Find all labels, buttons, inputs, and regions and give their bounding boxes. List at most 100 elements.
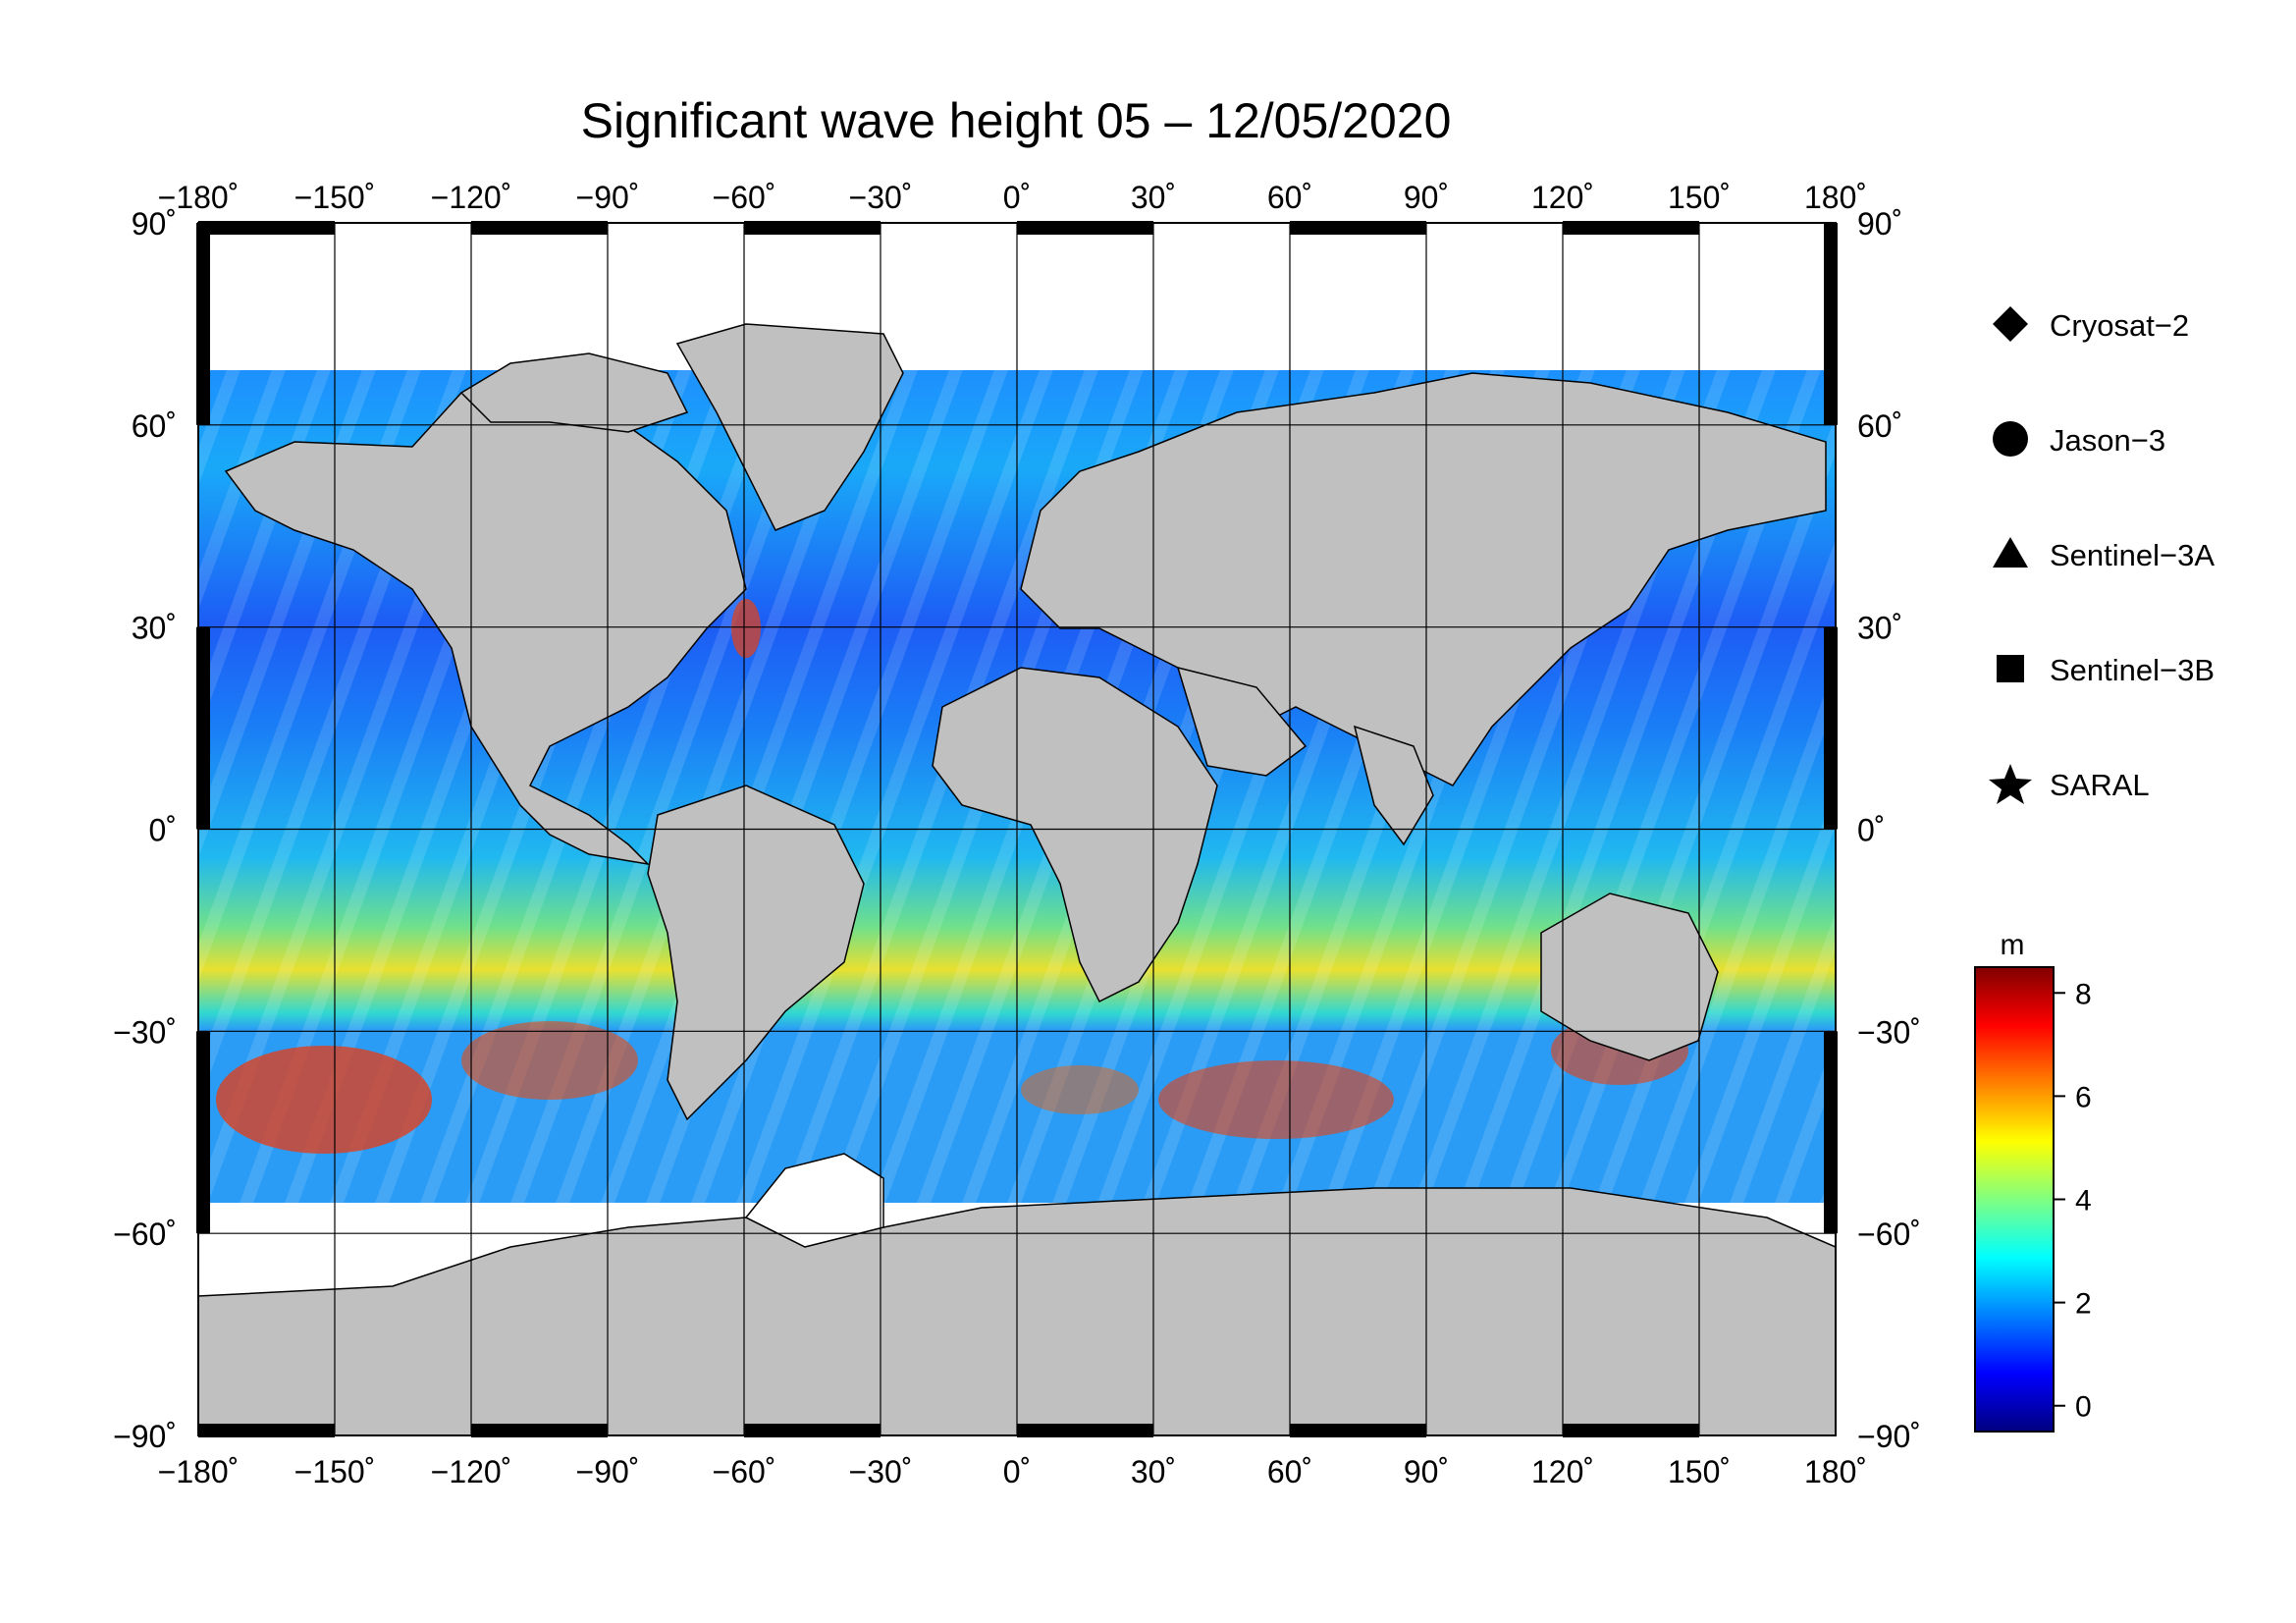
lon-tick-label: 90˚ [1404, 1454, 1449, 1489]
frame-bar [1563, 221, 1699, 235]
lat-tick-label: 30˚ [132, 611, 177, 646]
colorbar-unit: m [2001, 929, 2025, 961]
lon-tick-label: −120˚ [431, 1454, 512, 1489]
lat-tick-label: 60˚ [132, 408, 177, 444]
satellite-legend: Cryosat−2 Jason−3 Sentinel−3A Sentinel−3… [1989, 306, 2215, 804]
frame-bar [198, 221, 335, 235]
arabia-land [1176, 666, 1308, 777]
latitude-ticks-left: 90˚ 60˚ 30˚ 0˚ −30˚ −60˚ −90˚ [113, 206, 177, 1454]
lon-tick-label: −60˚ [713, 1454, 776, 1489]
legend-item: Sentinel−3B [1997, 653, 2215, 687]
lon-tick-label: 0˚ [1003, 1454, 1031, 1489]
greenland-land [675, 323, 904, 531]
legend-item: Sentinel−3A [1993, 537, 2215, 572]
legend-item: Cryosat−2 [1993, 306, 2189, 343]
legend-item: Jason−3 [1993, 421, 2165, 458]
lon-tick-label: −150˚ [294, 180, 376, 215]
legend-label: SARAL [2050, 768, 2150, 802]
lon-tick-label: 30˚ [1131, 1454, 1176, 1489]
colorbar-tick-label: 4 [2075, 1185, 2092, 1217]
chart-title: Significant wave height 05 – 12/05/2020 [581, 93, 1452, 148]
lon-tick-label: −60˚ [713, 180, 776, 215]
south-america-land [647, 784, 865, 1121]
colorbar-tick-label: 0 [2075, 1391, 2092, 1424]
colorbar-tick-label: 6 [2075, 1081, 2092, 1113]
lon-tick-label: −30˚ [849, 180, 913, 215]
legend-label: Cryosat−2 [2050, 308, 2189, 343]
frame-bar [1824, 223, 1838, 425]
lat-tick-label: −60˚ [1857, 1217, 1921, 1252]
frame-bar [1017, 1424, 1153, 1437]
diamond-icon [1993, 306, 2028, 342]
lat-tick-label: −30˚ [113, 1014, 177, 1050]
lat-tick-label: 60˚ [1857, 408, 1902, 444]
india-land [1353, 725, 1434, 846]
antarctic-peninsula-land [744, 1153, 884, 1248]
lon-tick-label: 60˚ [1267, 180, 1312, 215]
colorbar-tick-label: 2 [2075, 1288, 2092, 1321]
lat-tick-label: −90˚ [1857, 1419, 1921, 1454]
lon-tick-label: 0˚ [1003, 180, 1031, 215]
square-icon [1997, 655, 2024, 682]
frame-bar [196, 626, 210, 830]
lon-tick-label: −150˚ [294, 1454, 376, 1489]
canadian-arctic-land [459, 352, 689, 433]
map-frame-bars [196, 221, 1838, 1437]
legend-item: SARAL [1989, 764, 2150, 804]
frame-bar [1290, 1424, 1426, 1437]
high-wave-regions [216, 599, 1688, 1154]
lon-tick-label: −30˚ [849, 1454, 913, 1489]
colorbar-gradient [1974, 966, 2055, 1433]
lon-tick-label: 30˚ [1131, 180, 1176, 215]
frame-bar [744, 221, 881, 235]
lon-tick-label: 120˚ [1531, 1454, 1594, 1489]
frame-bar [1290, 221, 1426, 235]
lat-tick-label: −30˚ [1857, 1014, 1921, 1050]
lon-tick-label: −90˚ [576, 180, 640, 215]
latitude-ticks-right: 90˚ 60˚ 30˚ 0˚ −30˚ −60˚ −90˚ [1857, 206, 1921, 1454]
lon-tick-label: −180˚ [158, 1454, 240, 1489]
frame-bar [1824, 626, 1838, 830]
lat-tick-label: 90˚ [132, 206, 177, 242]
colorbar: m 8 6 4 2 0 [1974, 929, 2092, 1433]
lat-tick-label: −60˚ [113, 1217, 177, 1252]
lon-tick-label: 180˚ [1804, 180, 1867, 215]
frame-bar [744, 1424, 881, 1437]
frame-bar [471, 221, 608, 235]
lon-tick-label: 120˚ [1531, 180, 1594, 215]
frame-bar [1824, 1031, 1838, 1234]
star-icon [1989, 764, 2032, 804]
legend-label: Jason−3 [2050, 423, 2165, 458]
lon-tick-label: 180˚ [1804, 1454, 1867, 1489]
lat-tick-label: −90˚ [113, 1419, 177, 1454]
circle-icon [1993, 421, 2028, 457]
frame-bar [471, 1424, 608, 1437]
colorbar-ticks: 8 6 4 2 0 [2054, 978, 2092, 1424]
lat-tick-label: 0˚ [1857, 813, 1885, 848]
frame-bar [196, 1031, 210, 1234]
australia-land [1540, 893, 1719, 1061]
frame-bar [1563, 1424, 1699, 1437]
lon-tick-label: −120˚ [431, 180, 512, 215]
longitude-ticks-bottom: −180˚ −150˚ −120˚ −90˚ −60˚ −30˚ 0˚ 30˚ 60˚ 90˚ 12… [158, 1454, 1867, 1489]
frame-bar [1017, 221, 1153, 235]
legend-label: Sentinel−3B [2050, 653, 2215, 687]
lon-tick-label: 150˚ [1668, 1454, 1731, 1489]
lat-tick-label: 30˚ [1857, 611, 1902, 646]
colorbar-tick-label: 8 [2075, 978, 2092, 1010]
lon-tick-label: 150˚ [1668, 180, 1731, 215]
lon-tick-label: 60˚ [1267, 1454, 1312, 1489]
legend-label: Sentinel−3A [2050, 538, 2215, 572]
lon-tick-label: 90˚ [1404, 180, 1449, 215]
map-area [196, 221, 1838, 1437]
lon-tick-label: −180˚ [158, 180, 240, 215]
frame-bar [198, 1424, 335, 1437]
frame-bar [196, 223, 210, 425]
lon-tick-label: −90˚ [576, 1454, 640, 1489]
lat-tick-label: 0˚ [149, 813, 177, 848]
lat-tick-label: 90˚ [1857, 206, 1902, 242]
triangle-icon [1993, 537, 2028, 568]
longitude-ticks-top: −180˚ −150˚ −120˚ −90˚ −60˚ −30˚ 0˚ 30˚ 60˚ 90˚ 12… [158, 180, 1867, 215]
africa-land [932, 667, 1218, 1003]
